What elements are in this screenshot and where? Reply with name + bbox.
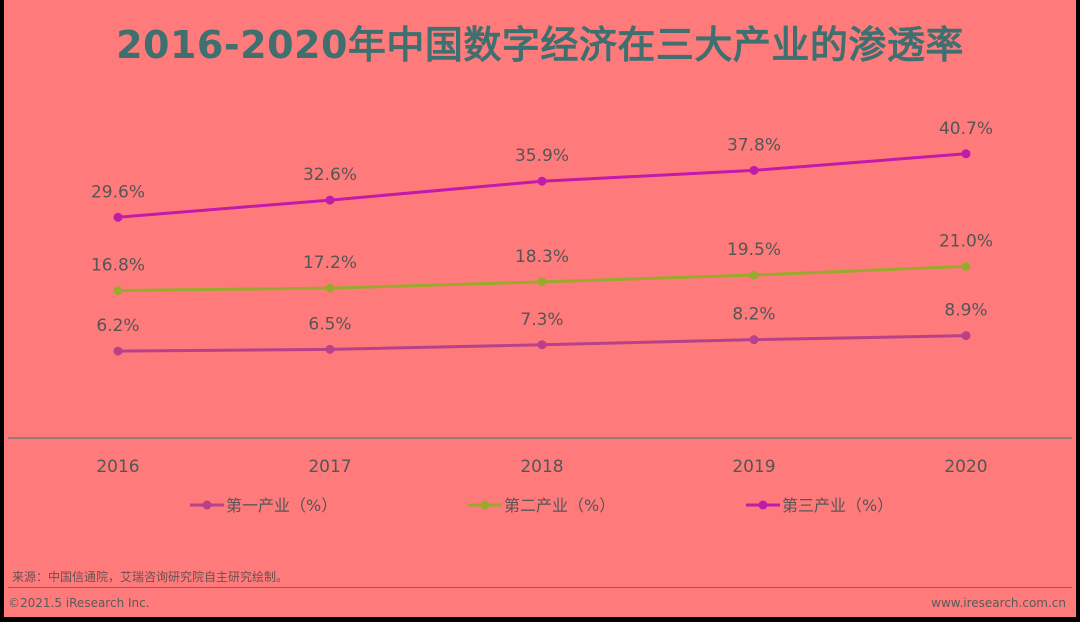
data-point: [961, 331, 971, 341]
data-point: [749, 335, 759, 345]
legend-label: 第三产业（%）: [782, 496, 893, 515]
legend-label: 第一产业（%）: [226, 496, 337, 515]
chart-panel: [4, 0, 1076, 617]
legend-swatch-dot: [758, 500, 768, 510]
data-point: [749, 270, 759, 280]
x-tick-label: 2019: [732, 457, 775, 477]
data-label: 6.2%: [96, 316, 139, 336]
chart-title: 2016-2020年中国数字经济在三大产业的渗透率: [116, 23, 964, 67]
data-point: [537, 176, 547, 186]
data-point: [961, 149, 971, 159]
data-label: 37.8%: [727, 135, 781, 155]
data-label: 8.2%: [732, 305, 775, 325]
data-label: 16.8%: [91, 255, 145, 275]
data-point: [113, 346, 123, 356]
data-point: [749, 165, 759, 175]
data-label: 35.9%: [515, 146, 569, 166]
x-tick-label: 2017: [308, 457, 351, 477]
source-note: 来源：中国信通院，艾瑞咨询研究院自主研究绘制。: [12, 570, 289, 584]
data-point: [113, 212, 123, 222]
data-point: [325, 344, 335, 354]
x-tick-label: 2020: [944, 457, 987, 477]
data-label: 40.7%: [939, 119, 993, 139]
website: www.iresearch.com.cn: [931, 596, 1066, 610]
legend-label: 第二产业（%）: [504, 496, 615, 515]
data-point: [113, 285, 123, 295]
x-tick-label: 2016: [96, 457, 139, 477]
copyright: ©2021.5 iResearch Inc.: [8, 596, 150, 610]
data-label: 32.6%: [303, 165, 357, 185]
legend-swatch-dot: [480, 500, 490, 510]
data-label: 29.6%: [91, 182, 145, 202]
data-label: 8.9%: [944, 301, 987, 321]
footer-divider: [8, 587, 1072, 588]
data-label: 21.0%: [939, 231, 993, 251]
data-point: [537, 340, 547, 350]
data-label: 6.5%: [308, 314, 351, 334]
data-point: [961, 261, 971, 271]
legend-swatch-dot: [202, 500, 212, 510]
data-label: 18.3%: [515, 247, 569, 267]
data-label: 7.3%: [520, 310, 563, 330]
data-label: 19.5%: [727, 240, 781, 260]
data-point: [325, 195, 335, 205]
x-tick-label: 2018: [520, 457, 563, 477]
data-point: [537, 277, 547, 287]
data-point: [325, 283, 335, 293]
data-label: 17.2%: [303, 253, 357, 273]
